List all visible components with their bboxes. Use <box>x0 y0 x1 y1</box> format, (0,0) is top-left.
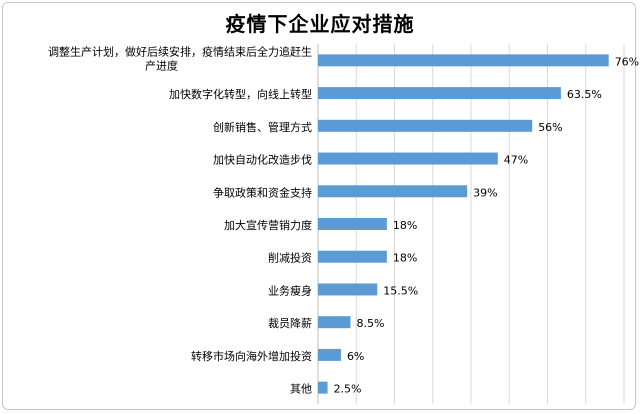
data-label: 6% <box>347 350 364 363</box>
category-label: 产进度 <box>145 58 178 72</box>
chart-frame <box>2 2 636 410</box>
category-label: 调整生产计划，做好后续安排，疫情结束后全力追赶生 <box>48 44 312 58</box>
data-label: 76% <box>615 55 639 68</box>
data-label: 63.5% <box>567 88 602 101</box>
bar <box>318 250 387 263</box>
category-label: 创新销售、管理方式 <box>213 120 312 134</box>
bar <box>318 381 328 394</box>
data-label: 18% <box>393 219 417 232</box>
bar <box>318 316 351 329</box>
bar <box>318 87 561 100</box>
bar <box>318 348 341 361</box>
category-label: 加大宣传营销力度 <box>224 218 312 232</box>
bar <box>318 283 378 296</box>
category-label: 业务瘦身 <box>268 283 312 297</box>
bar <box>318 119 533 132</box>
category-label: 其他 <box>290 383 312 396</box>
category-label: 加快数字化转型，向线上转型 <box>169 87 312 101</box>
data-label: 2.5% <box>334 383 362 396</box>
data-label: 56% <box>538 121 562 134</box>
data-label: 18% <box>393 252 417 265</box>
data-label: 39% <box>473 186 497 199</box>
category-label: 加快自动化改造步伐 <box>213 153 312 167</box>
chart-title: 疫情下企业应对措施 <box>225 12 415 36</box>
data-label: 15.5% <box>383 284 418 297</box>
data-label: 8.5% <box>357 317 385 330</box>
bar <box>318 185 468 198</box>
category-label: 争取政策和资金支持 <box>213 185 312 199</box>
category-label: 转移市场向海外增加投资 <box>191 349 312 363</box>
category-label: 削减投资 <box>268 251 312 265</box>
category-label: 裁员降薪 <box>268 316 312 330</box>
bar <box>318 218 387 230</box>
bar <box>318 152 498 165</box>
bar <box>318 54 609 67</box>
data-label: 47% <box>504 154 528 167</box>
